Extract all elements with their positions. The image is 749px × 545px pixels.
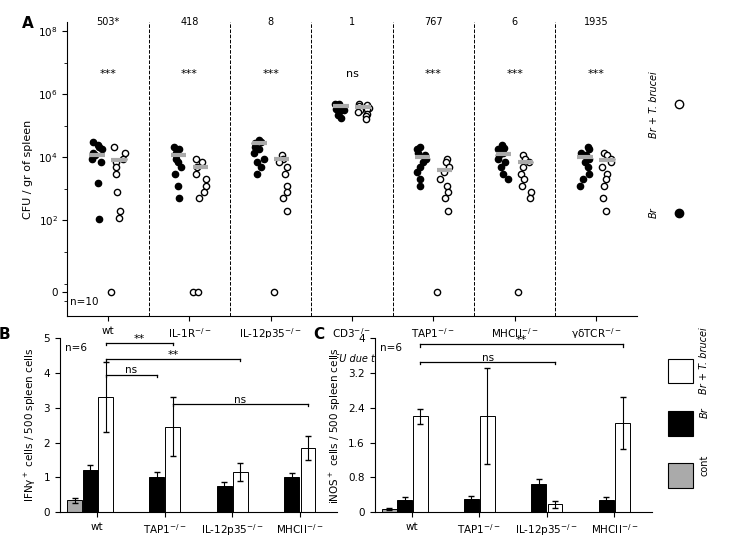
Text: Br + T. brucei: Br + T. brucei xyxy=(700,327,709,394)
Bar xyxy=(413,416,428,512)
Text: A: A xyxy=(22,16,34,31)
Bar xyxy=(599,500,613,512)
Bar xyxy=(285,477,299,512)
Bar xyxy=(548,505,562,512)
Y-axis label: CFU / gr of spleen: CFU / gr of spleen xyxy=(22,119,33,219)
Text: ns: ns xyxy=(234,395,246,405)
Y-axis label: IFNγ$^+$ cells / 500 spleen cells: IFNγ$^+$ cells / 500 spleen cells xyxy=(23,348,38,502)
Text: n=10: n=10 xyxy=(70,297,99,307)
Bar xyxy=(531,484,546,512)
Text: ***: *** xyxy=(262,69,279,80)
Bar xyxy=(615,423,630,512)
Bar xyxy=(83,470,98,512)
Text: ns: ns xyxy=(125,366,137,376)
Bar xyxy=(668,359,694,383)
Text: 767: 767 xyxy=(424,17,443,27)
Bar xyxy=(67,500,82,512)
Text: ***: *** xyxy=(506,69,523,80)
Text: *: fold reduction of CFU due to T. brucei infection: *: fold reduction of CFU due to T. bruce… xyxy=(232,354,472,365)
Text: C: C xyxy=(314,328,324,342)
Bar xyxy=(149,477,164,512)
Text: 8: 8 xyxy=(267,17,274,27)
Text: 418: 418 xyxy=(181,17,198,27)
Bar xyxy=(464,499,479,512)
Text: **: ** xyxy=(168,350,179,360)
Bar xyxy=(98,397,113,512)
Text: 1: 1 xyxy=(349,17,355,27)
Text: Br + T. brucei: Br + T. brucei xyxy=(649,71,658,137)
Text: B: B xyxy=(0,328,10,342)
Text: n=6: n=6 xyxy=(65,343,88,353)
Bar xyxy=(668,463,694,488)
Bar xyxy=(398,500,413,512)
Text: ***: *** xyxy=(425,69,442,80)
Bar xyxy=(668,411,694,435)
Bar xyxy=(216,486,231,512)
Text: **: ** xyxy=(516,335,527,345)
Y-axis label: iNOS$^+$ cells / 500 spleen cells: iNOS$^+$ cells / 500 spleen cells xyxy=(327,347,342,504)
Text: Br: Br xyxy=(649,208,658,219)
Text: ***: *** xyxy=(587,69,604,80)
Text: ***: *** xyxy=(100,69,117,80)
Text: ***: *** xyxy=(181,69,198,80)
Text: ns: ns xyxy=(482,353,494,362)
Text: 6: 6 xyxy=(512,17,518,27)
Bar xyxy=(480,416,495,512)
Text: **: ** xyxy=(134,334,145,344)
Text: 503*: 503* xyxy=(97,17,120,27)
Text: 1935: 1935 xyxy=(583,17,608,27)
Bar xyxy=(382,509,397,512)
Text: ns: ns xyxy=(345,69,359,80)
Bar xyxy=(300,448,315,512)
Text: Br: Br xyxy=(700,408,709,418)
Text: cont: cont xyxy=(700,455,709,476)
Text: n=6: n=6 xyxy=(380,343,402,353)
Bar xyxy=(233,472,248,512)
Bar xyxy=(166,427,181,512)
